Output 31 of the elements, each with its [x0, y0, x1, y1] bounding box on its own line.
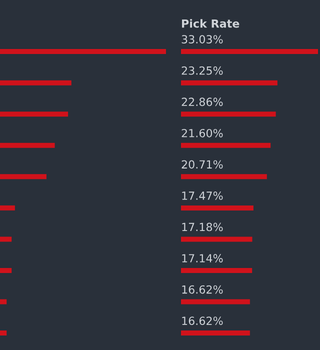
bar	[0, 330, 7, 336]
bar	[0, 205, 15, 210]
data-label: 16.62%	[182, 285, 223, 294]
data-label: 21.60%	[182, 128, 223, 138]
data-label: 20.71%	[182, 160, 223, 169]
bar	[0, 174, 46, 180]
data-label: 33.03%	[182, 35, 223, 44]
bar	[0, 49, 166, 54]
bar	[0, 236, 12, 242]
bar	[181, 112, 276, 117]
bar	[181, 80, 278, 86]
bar	[0, 142, 55, 148]
bar	[181, 268, 252, 273]
chart-title: Pick Rate	[182, 19, 240, 28]
bar	[181, 142, 271, 148]
data-label: 22.86%	[182, 98, 223, 106]
bar	[181, 299, 250, 304]
bar	[0, 112, 68, 117]
data-label: 17.47%	[182, 192, 223, 200]
bar	[0, 299, 7, 304]
bar	[181, 205, 254, 210]
bar	[181, 330, 250, 336]
bar	[181, 49, 318, 54]
bar	[181, 174, 267, 180]
data-label: 17.18%	[182, 222, 223, 232]
data-label: 23.25%	[182, 66, 223, 75]
bar	[0, 80, 72, 86]
data-label: 16.62%	[182, 316, 223, 326]
bar	[181, 236, 252, 242]
bar	[0, 268, 12, 273]
data-label: 17.14%	[182, 254, 223, 262]
